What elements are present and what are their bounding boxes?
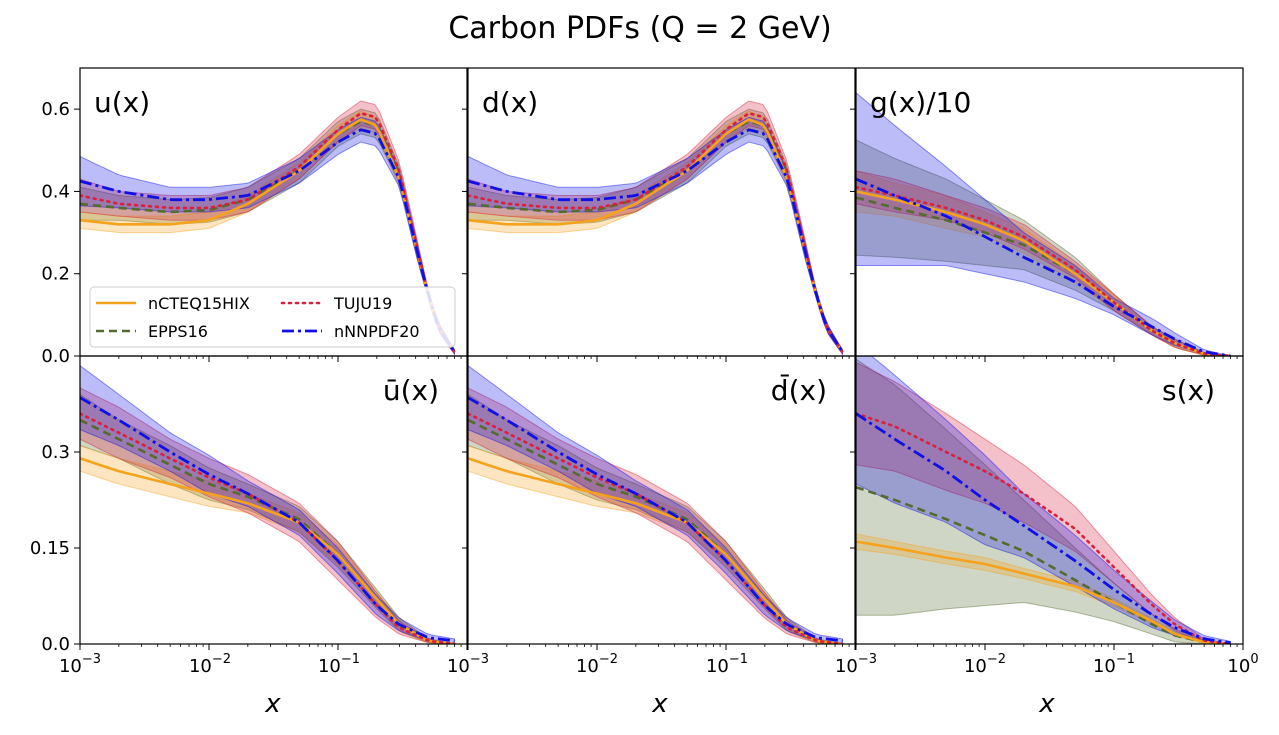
x-tick-label: 10−2 — [189, 652, 231, 677]
x-axis-label-col2: x — [651, 689, 668, 719]
line-TUJU19 — [80, 412, 456, 644]
x-tick-label: 10−2 — [964, 652, 1006, 677]
panel-plot-area — [80, 364, 456, 644]
line-TUJU19 — [856, 412, 1232, 644]
band-nNNPDF20 — [80, 116, 455, 356]
line-EPPS16 — [856, 485, 1231, 644]
line-EPPS16 — [80, 418, 455, 644]
panel-2: d(x) — [462, 67, 856, 362]
line-EPPS16 — [468, 418, 843, 644]
y-tick-label: 0.4 — [41, 181, 70, 202]
x-axis-label-col1: x — [264, 689, 281, 719]
legend-label-nCTEQ15HIX: nCTEQ15HIX — [148, 294, 250, 313]
band-EPPS16 — [468, 108, 843, 356]
line-nCTEQ15HIX — [468, 457, 843, 644]
x-tick-label: 10−1 — [318, 652, 360, 677]
y-tick-label: 0.15 — [30, 538, 70, 559]
panel-4: 0.0 0.15 0.3 ū(x) — [30, 355, 468, 655]
legend: nCTEQ15HIX TUJU19 EPPS16 nNNPDF20 — [89, 286, 456, 348]
x-tick-label: 10−1 — [1093, 652, 1135, 677]
band-nCTEQ15HIX — [468, 110, 843, 356]
line-TUJU19 — [856, 186, 1232, 356]
panel-plot-area — [468, 364, 844, 644]
line-nNNPDF20 — [468, 396, 843, 643]
x-tick-label: 10−1 — [706, 652, 748, 677]
band-nNNPDF20 — [468, 116, 843, 356]
line-nNNPDF20 — [80, 396, 455, 643]
x-axis-label-col3: x — [1038, 689, 1055, 719]
line-nNNPDF20 — [468, 128, 844, 353]
panel-label: ū(x) — [383, 374, 439, 407]
panel-label: g(x)/10 — [870, 86, 971, 119]
panel-plot-area — [80, 100, 456, 356]
y-tick-label: 0.0 — [41, 346, 70, 367]
panel-label: d(x) — [482, 86, 538, 119]
band-nNNPDF20 — [856, 92, 1231, 356]
line-nCTEQ15HIX — [468, 118, 844, 353]
legend-label-TUJU19: TUJU19 — [333, 294, 392, 313]
x-tick-label: 10−2 — [576, 652, 618, 677]
x-tick-label: 10−3 — [447, 652, 489, 677]
line-nNNPDF20 — [856, 412, 1231, 644]
line-nCTEQ15HIX — [80, 457, 455, 644]
legend-label-EPPS16: EPPS16 — [148, 322, 208, 341]
line-TUJU19 — [80, 111, 456, 354]
band-nNNPDF20 — [856, 356, 1231, 644]
legend-label-nNNPDF20: nNNPDF20 — [334, 322, 420, 341]
line-nNNPDF20 — [856, 177, 1231, 356]
panel-frame — [79, 355, 468, 645]
panel-plot-area — [856, 356, 1232, 644]
band-EPPS16 — [856, 358, 1231, 644]
line-EPPS16 — [856, 196, 1231, 356]
band-nCTEQ15HIX — [80, 110, 455, 356]
panel-plot-area — [856, 92, 1232, 356]
x-tick-label: 100 — [1227, 652, 1258, 677]
panel-label: s(x) — [1162, 374, 1215, 407]
line-TUJU19 — [468, 412, 844, 644]
panel-3: g(x)/10 — [850, 67, 1244, 362]
y-tick-label: 0.6 — [41, 99, 70, 120]
panel-6: s(x) — [850, 355, 1244, 650]
panel-frame — [855, 355, 1244, 645]
panel-frame — [467, 355, 856, 645]
line-TUJU19 — [468, 111, 844, 354]
figure-title: Carbon PDFs (Q = 2 GeV) — [448, 11, 831, 46]
panel-label: d̄(x) — [771, 373, 827, 407]
y-tick-label: 0.3 — [41, 442, 70, 463]
line-EPPS16 — [468, 120, 844, 353]
line-nCTEQ15HIX — [856, 540, 1231, 644]
panels-group: 0.0 0.2 0.4 0.6 u(x) d(x) g(x)/10 0.0 0.15 0.3 ū(x… — [30, 67, 1259, 677]
x-tick-label: 10−3 — [59, 652, 101, 677]
panel-label: u(x) — [94, 86, 150, 119]
line-nNNPDF20 — [80, 128, 456, 353]
legend-box — [89, 286, 456, 348]
y-tick-label: 0.0 — [41, 634, 70, 655]
panel-1: 0.0 0.2 0.4 0.6 u(x) — [41, 67, 468, 367]
x-tick-label: 10−3 — [835, 652, 877, 677]
panel-plot-area — [468, 100, 844, 356]
y-tick-label: 0.2 — [41, 264, 70, 285]
panel-5: d̄(x) — [462, 355, 856, 650]
band-EPPS16 — [80, 108, 455, 356]
